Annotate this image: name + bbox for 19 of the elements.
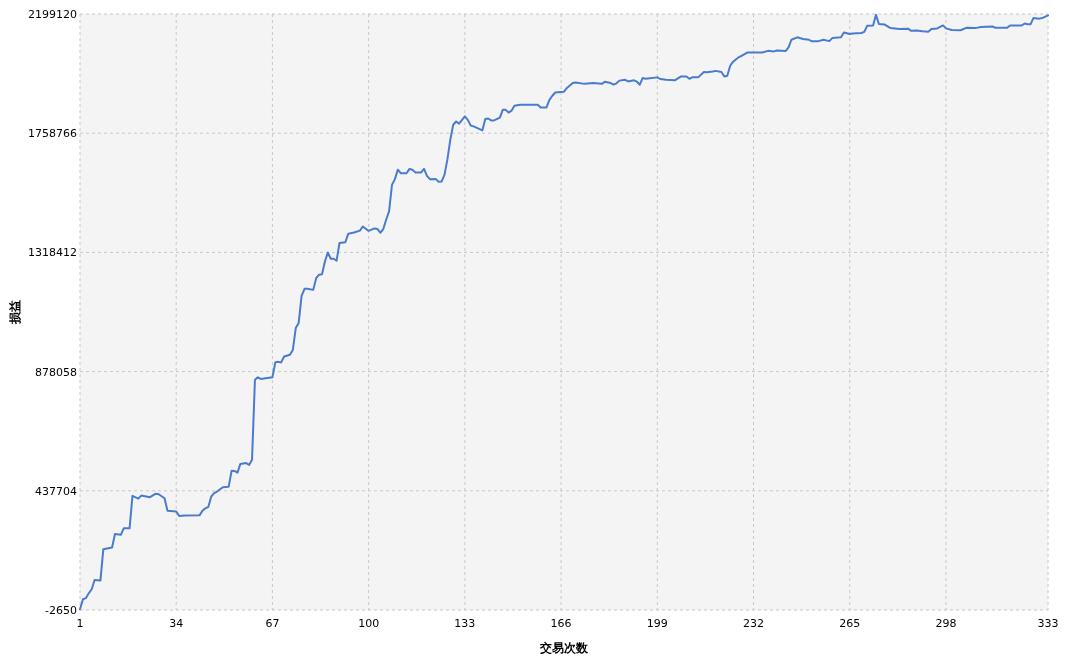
x-tick-label: 133 <box>454 617 476 630</box>
y-axis-title: 损益 <box>8 300 22 325</box>
y-tick-label: 878058 <box>35 365 77 379</box>
x-tick-label: 100 <box>358 617 380 630</box>
y-tick-label: 1318412 <box>28 246 77 260</box>
x-tick-label: 67 <box>265 617 280 630</box>
x-tick-label: 34 <box>169 617 184 630</box>
x-tick-label: 232 <box>743 617 765 630</box>
y-tick-label: 2199120 <box>28 8 77 21</box>
y-tick-label: 1758766 <box>28 127 77 141</box>
x-tick-label: 333 <box>1037 617 1059 630</box>
x-tick-label: 1 <box>76 617 84 630</box>
x-tick-label: 166 <box>550 617 572 630</box>
x-tick-label: 298 <box>935 617 957 630</box>
x-tick-label: 199 <box>646 617 668 630</box>
y-tick-label: -2650 <box>45 604 77 617</box>
y-tick-label: 437704 <box>35 484 77 498</box>
x-axis-title: 交易次数 <box>539 641 589 655</box>
x-tick-label: 265 <box>839 617 861 630</box>
